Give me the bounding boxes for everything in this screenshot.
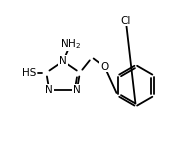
Text: N: N	[59, 56, 67, 66]
Text: O: O	[100, 62, 108, 72]
Text: NH$_2$: NH$_2$	[60, 37, 81, 50]
Text: Cl: Cl	[121, 16, 131, 26]
Text: N: N	[73, 85, 81, 95]
Text: HS: HS	[22, 68, 37, 78]
Text: N: N	[46, 85, 53, 95]
